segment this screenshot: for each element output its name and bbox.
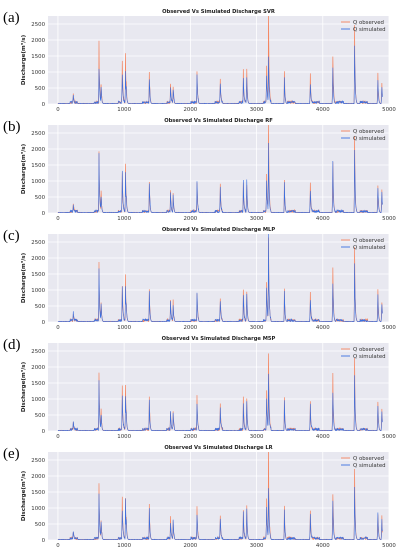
y-tick-label: 2500 [31, 240, 45, 246]
panel-label: (a) [3, 10, 20, 26]
x-tick-label: 4000 [316, 543, 330, 549]
x-tick-label: 4000 [316, 434, 330, 440]
y-tick-label: 2500 [31, 458, 45, 464]
x-tick-label: 3000 [250, 434, 264, 440]
chart-title: Observed Vs Simulated Discharge M5P [162, 336, 276, 342]
y-tick-label: 1000 [31, 288, 45, 294]
chart-title: Observed Vs Simulated Discharge RF [164, 118, 273, 124]
panel-label: (c) [3, 228, 20, 244]
x-tick-label: 0 [56, 543, 60, 549]
y-tick-label: 1500 [31, 490, 45, 496]
x-tick-label: 5000 [382, 325, 396, 331]
x-tick-label: 1000 [117, 325, 131, 331]
legend-label: Q observed [353, 456, 384, 462]
legend-label: Q simulated [353, 136, 386, 142]
x-tick-label: 3000 [250, 325, 264, 331]
y-tick-label: 500 [35, 86, 46, 92]
y-axis-label: Discharge(m³/s) [20, 252, 27, 303]
chart-title: Observed Vs Simulated Discharge LR [164, 445, 272, 451]
y-tick-label: 1500 [31, 272, 45, 278]
x-tick-label: 5000 [382, 107, 396, 113]
y-tick-label: 2500 [31, 349, 45, 355]
x-tick-label: 0 [56, 216, 60, 222]
y-tick-label: 0 [42, 102, 46, 108]
x-tick-label: 2000 [183, 216, 197, 222]
legend-label: Q observed [353, 20, 384, 26]
series-line-simulated [57, 142, 383, 213]
panel-label: (e) [3, 446, 20, 462]
series-line-simulated [57, 487, 383, 540]
legend-label: Q simulated [353, 354, 386, 360]
legend-label: Q observed [353, 347, 384, 353]
y-tick-label: 1000 [31, 179, 45, 185]
x-tick-label: 5000 [382, 216, 396, 222]
chart-title: Observed Vs Simulated Discharge MLP [162, 227, 276, 233]
y-axis-label: Discharge(m³/s) [20, 470, 27, 521]
legend-label: Q simulated [353, 27, 386, 33]
chart-title: Observed Vs Simulated Discharge SVR [162, 9, 275, 15]
x-tick-label: 1000 [117, 107, 131, 113]
x-tick-label: 3000 [250, 543, 264, 549]
series-line-simulated [57, 45, 383, 104]
x-tick-label: 1000 [117, 543, 131, 549]
x-tick-label: 0 [56, 434, 60, 440]
y-tick-label: 2000 [31, 38, 45, 44]
series-line-simulated [57, 373, 383, 431]
x-tick-label: 5000 [382, 543, 396, 549]
x-tick-label: 4000 [316, 107, 330, 113]
x-tick-label: 0 [56, 325, 60, 331]
series-line-simulated [57, 234, 383, 322]
x-tick-label: 1000 [117, 216, 131, 222]
y-tick-label: 0 [42, 429, 46, 435]
legend-label: Q observed [353, 129, 384, 135]
y-tick-label: 1000 [31, 70, 45, 76]
x-tick-label: 2000 [183, 107, 197, 113]
chart-panel-5: (e) Observed Vs Simulated Discharge LR 0 50… [3, 445, 396, 549]
y-tick-label: 2000 [31, 147, 45, 153]
y-tick-label: 1000 [31, 506, 45, 512]
y-axis-label: Discharge(m³/s) [20, 361, 27, 412]
legend-label: Q observed [353, 238, 384, 244]
y-tick-label: 1500 [31, 54, 45, 60]
x-tick-label: 2000 [183, 543, 197, 549]
y-tick-label: 500 [35, 522, 46, 528]
chart-panel-4: (d) Observed Vs Simulated Discharge M5P 0 5… [3, 336, 396, 440]
y-tick-label: 2000 [31, 365, 45, 371]
y-tick-label: 0 [42, 320, 46, 326]
y-axis-label: Discharge(m³/s) [20, 34, 27, 85]
x-tick-label: 2000 [183, 325, 197, 331]
x-tick-label: 5000 [382, 434, 396, 440]
chart-panel-2: (b) Observed Vs Simulated Discharge RF 0 50… [3, 118, 396, 222]
y-tick-label: 2500 [31, 22, 45, 28]
y-tick-label: 500 [35, 413, 46, 419]
y-tick-label: 2000 [31, 256, 45, 262]
legend-label: Q simulated [353, 463, 386, 469]
legend-label: Q simulated [353, 245, 386, 251]
y-tick-label: 0 [42, 538, 46, 544]
x-tick-label: 3000 [250, 216, 264, 222]
x-tick-label: 1000 [117, 434, 131, 440]
y-tick-label: 1500 [31, 163, 45, 169]
panel-label: (d) [3, 337, 21, 353]
y-tick-label: 2000 [31, 474, 45, 480]
x-tick-label: 3000 [250, 107, 264, 113]
x-tick-label: 0 [56, 107, 60, 113]
chart-panel-3: (c) Observed Vs Simulated Discharge MLP 0 5… [3, 227, 396, 331]
y-axis-label: Discharge(m³/s) [20, 143, 27, 194]
y-tick-label: 1000 [31, 397, 45, 403]
x-tick-label: 4000 [316, 216, 330, 222]
x-tick-label: 2000 [183, 434, 197, 440]
panel-label: (b) [3, 119, 21, 135]
y-tick-label: 1500 [31, 381, 45, 387]
chart-panel-1: (a) Observed Vs Simulated Discharge SVR 0 5… [3, 9, 396, 113]
y-tick-label: 500 [35, 195, 46, 201]
y-tick-label: 500 [35, 304, 46, 310]
y-tick-label: 2500 [31, 131, 45, 137]
x-tick-label: 4000 [316, 325, 330, 331]
y-tick-label: 0 [42, 211, 46, 217]
